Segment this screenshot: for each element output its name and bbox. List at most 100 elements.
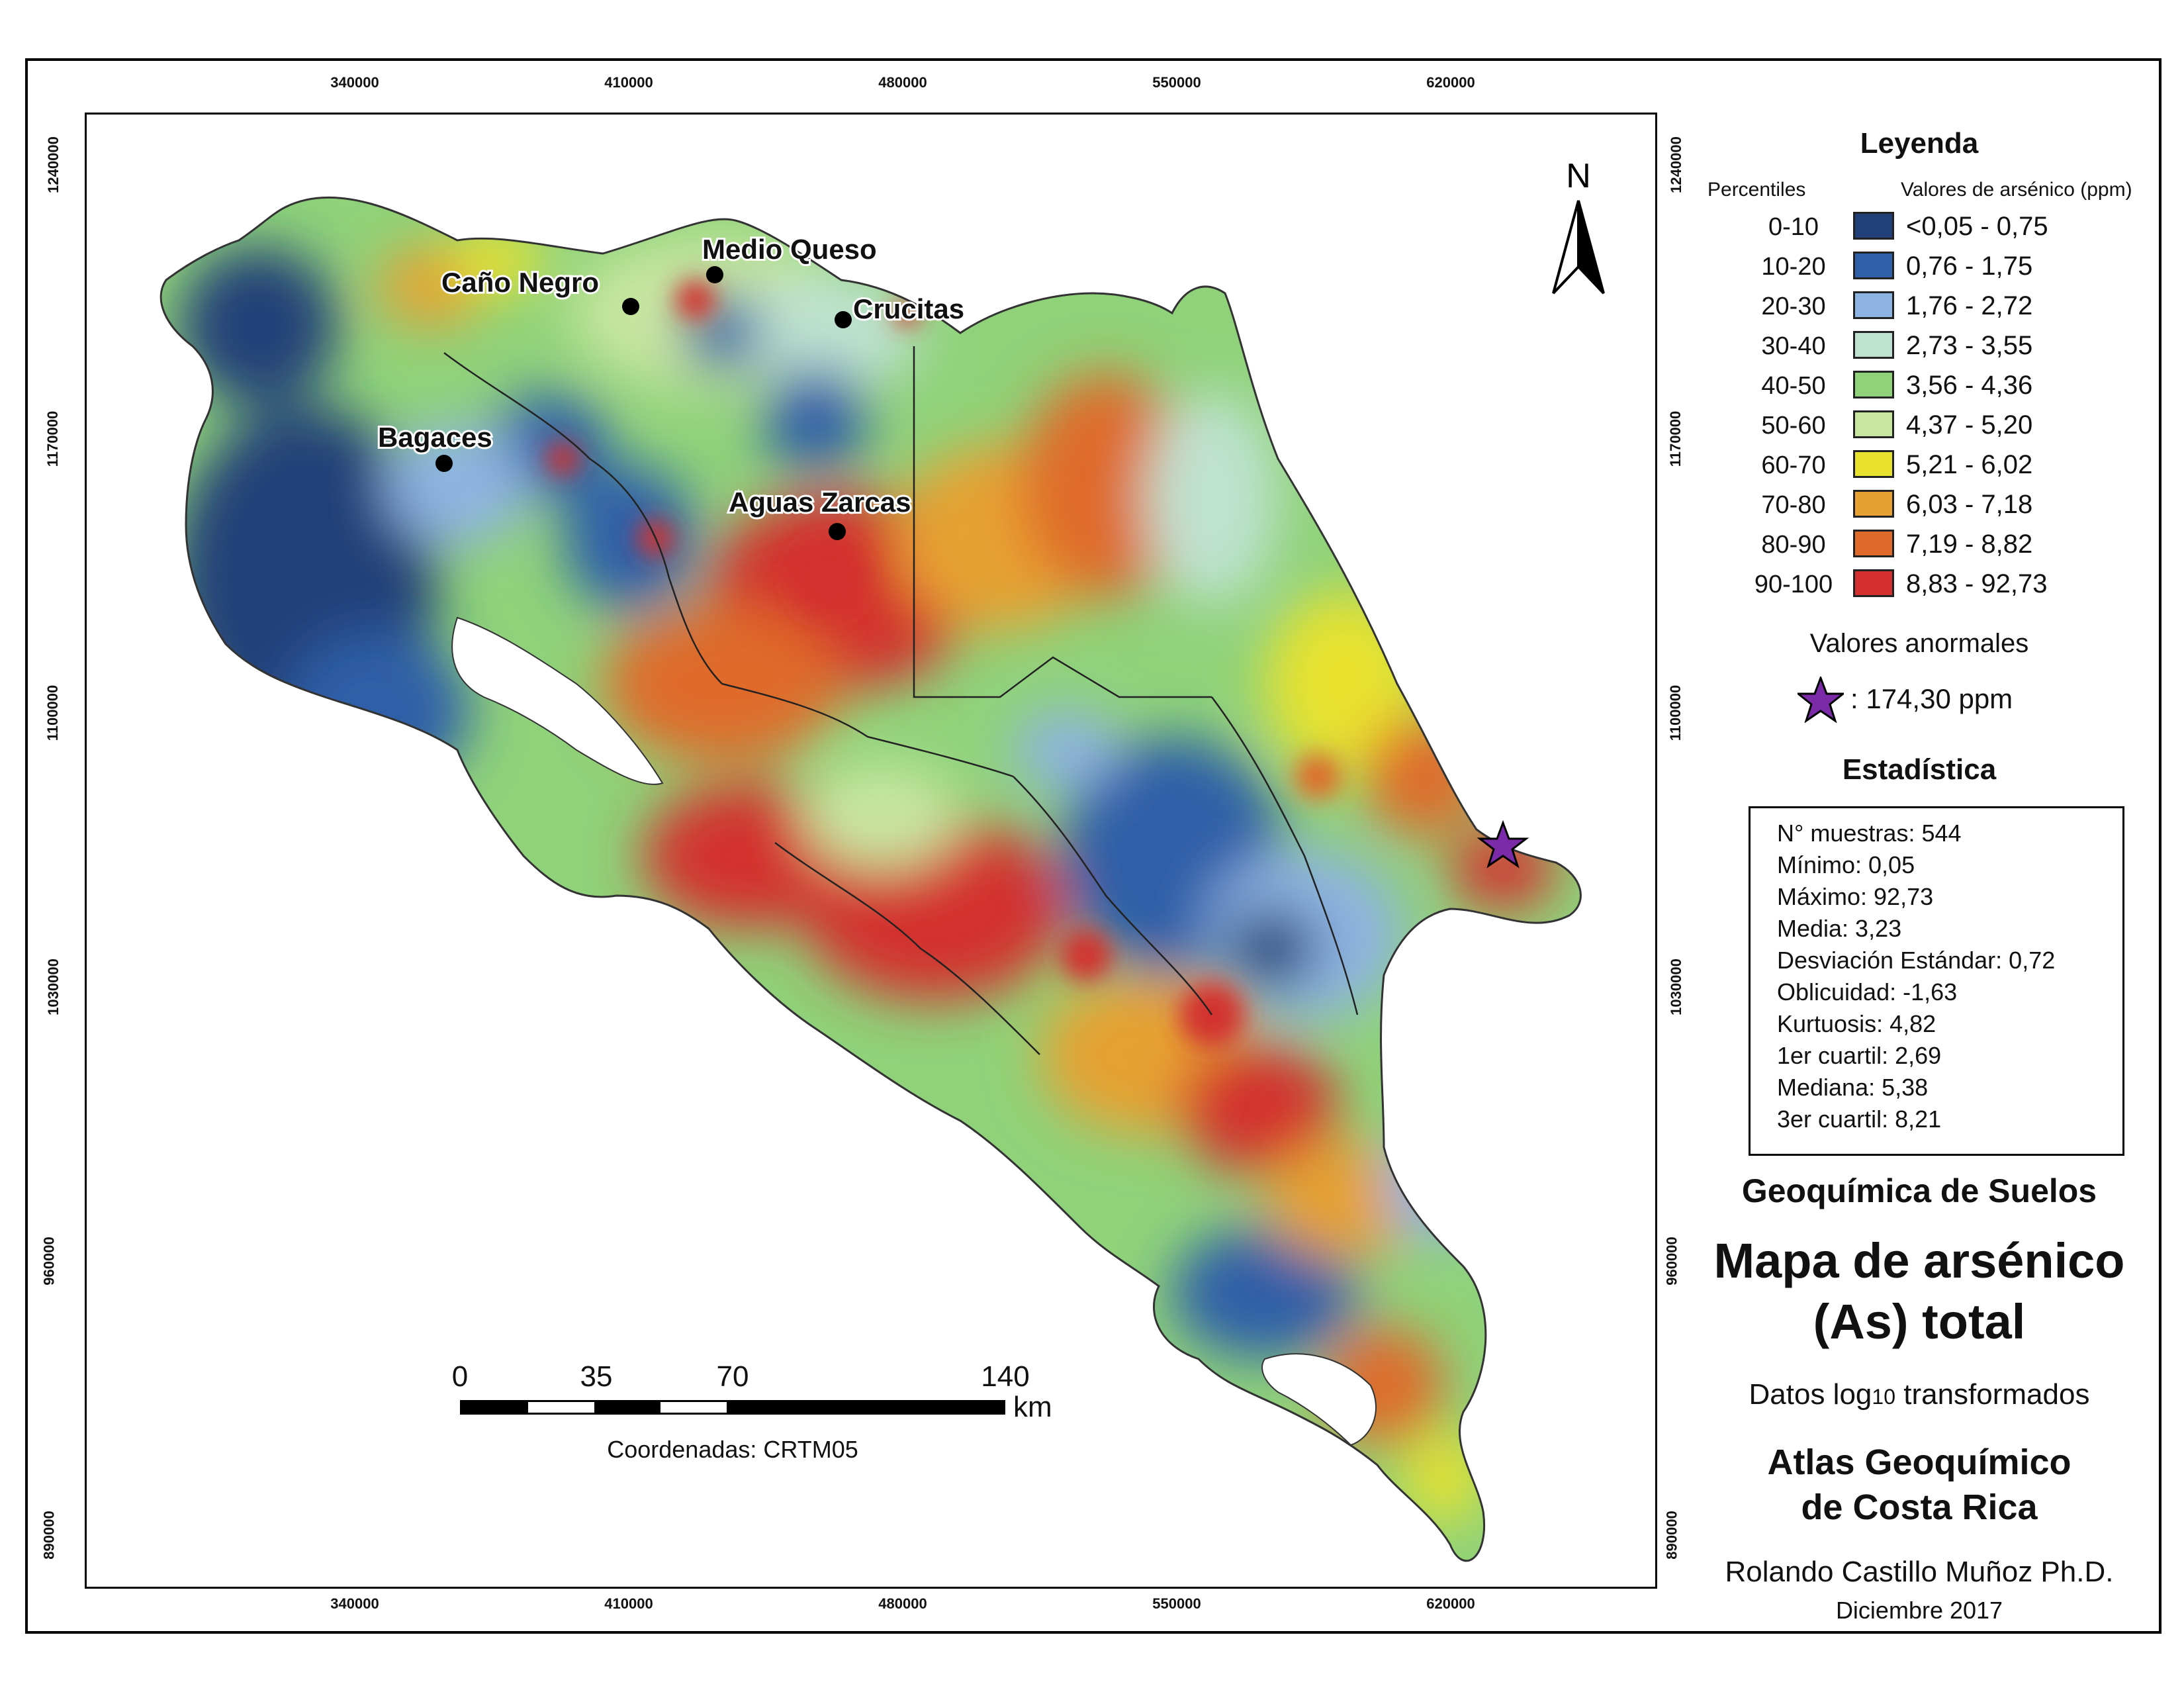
anomaly-star xyxy=(1477,820,1529,868)
legend-percentile: 0-10 xyxy=(1768,213,1819,241)
north-arrow-icon: N xyxy=(1552,157,1605,295)
place-marker-bagaces xyxy=(435,455,453,472)
legend-class: 80-90 7,19 - 8,82 xyxy=(1668,527,2171,561)
province-boundaries xyxy=(443,346,1359,1055)
legend-swatch xyxy=(1853,291,1894,319)
stat-line: Mediana: 5,38 xyxy=(1777,1074,1929,1101)
y-tick-left: 1030000 xyxy=(44,959,62,1015)
legend-percentile: 40-50 xyxy=(1761,372,1826,400)
north-label: N xyxy=(1566,157,1591,195)
legend-range: 3,56 - 4,36 xyxy=(1906,371,2033,400)
legend-swatch xyxy=(1853,212,1894,240)
place-label: Crucitas xyxy=(853,293,964,324)
stat-line: Desviación Estándar: 0,72 xyxy=(1777,947,2056,974)
atlas-line2: de Costa Rica xyxy=(1801,1487,2038,1527)
map-svg: Caño Negro Medio Queso Crucitas Bagaces … xyxy=(159,157,1605,1562)
y-tick-left: 1240000 xyxy=(44,136,62,193)
legend-class: 50-60 4,37 - 5,20 xyxy=(1668,408,2171,442)
anomalous-title: Valores anormales xyxy=(1809,629,2029,658)
scale-unit: km xyxy=(1013,1391,1052,1423)
x-tick-bottom: 480000 xyxy=(878,1595,927,1612)
legend-range: 7,19 - 8,82 xyxy=(1906,530,2033,559)
stat-line: 3er cuartil: 8,21 xyxy=(1777,1105,1942,1133)
legend-range: 0,76 - 1,75 xyxy=(1906,252,2033,281)
map-canvas: Caño Negro Medio Queso Crucitas Bagaces … xyxy=(85,113,1657,1589)
x-tick-top: 620000 xyxy=(1426,74,1475,91)
date: Diciembre 2017 xyxy=(1835,1597,2003,1624)
legend-swatch xyxy=(1853,252,1894,279)
legend-title: Leyenda xyxy=(1860,127,1979,160)
legend-range: 1,76 - 2,72 xyxy=(1906,291,2033,320)
legend-range: 4,37 - 5,20 xyxy=(1906,410,2033,440)
coordinates-label: Coordenadas: CRTM05 xyxy=(607,1436,858,1463)
legend-swatch xyxy=(1853,331,1894,359)
gulf-of-nicoya xyxy=(451,616,664,785)
x-tick-bottom: 340000 xyxy=(330,1595,379,1612)
legend-range: 2,73 - 3,55 xyxy=(1906,331,2033,360)
scale-label: 35 xyxy=(580,1360,613,1393)
place-marker-crucitas xyxy=(835,311,852,328)
legend-range: 5,21 - 6,02 xyxy=(1906,450,2033,479)
legend-swatch xyxy=(1853,530,1894,557)
legend-swatch xyxy=(1853,410,1894,438)
atlas-line1: Atlas Geoquímico xyxy=(1767,1442,2071,1482)
legend-percentile: 10-20 xyxy=(1761,253,1826,281)
place-marker-cano-negro xyxy=(622,298,639,315)
stat-line: Media: 3,23 xyxy=(1777,915,1902,942)
stat-line: Kurtuosis: 4,82 xyxy=(1777,1010,1936,1037)
legend-class: 90-100 8,83 - 92,73 xyxy=(1668,567,2171,601)
subtitle: Geoquímica de Suelos xyxy=(1741,1172,2097,1209)
legend-percentile: 80-90 xyxy=(1761,531,1826,559)
scale-label: 70 xyxy=(716,1360,749,1393)
legend-percentile: 20-30 xyxy=(1761,293,1826,320)
y-tick-left: 960000 xyxy=(40,1237,58,1286)
legend-percentile: 70-80 xyxy=(1761,491,1826,519)
map-title-line1: Mapa de arsénico xyxy=(1713,1233,2125,1288)
legend-range: 6,03 - 7,18 xyxy=(1906,490,2033,519)
data-note-sub: 10 xyxy=(1872,1385,1895,1409)
golfo-dulce xyxy=(1261,1353,1377,1446)
data-note-prefix: Datos log xyxy=(1749,1378,1872,1411)
x-tick-top: 550000 xyxy=(1152,74,1201,91)
legend-percentile: 30-40 xyxy=(1761,332,1826,360)
legend-swatch xyxy=(1853,490,1894,518)
place-marker-aguas-zarcas xyxy=(829,523,846,540)
place-labels: Caño Negro Medio Queso Crucitas Bagaces … xyxy=(376,232,966,520)
legend-swatch xyxy=(1853,569,1894,597)
y-tick-left: 1170000 xyxy=(44,410,62,467)
country-outline xyxy=(159,196,1582,1562)
stat-line: Mínimo: 0,05 xyxy=(1777,851,1915,878)
scale-label: 140 xyxy=(981,1360,1030,1393)
legend-class: 40-50 3,56 - 4,36 xyxy=(1668,368,2171,402)
stat-line: Máximo: 92,73 xyxy=(1777,883,1934,910)
place-label: Aguas Zarcas xyxy=(729,487,911,518)
legend-class: 70-80 6,03 - 7,18 xyxy=(1668,487,2171,522)
stats-title: Estadística xyxy=(1842,753,1997,786)
scale-label: 0 xyxy=(451,1360,469,1393)
legend-class: 10-20 0,76 - 1,75 xyxy=(1668,249,2171,283)
legend-range: <0,05 - 0,75 xyxy=(1906,212,2048,241)
data-note: Datos log10 transformados xyxy=(1694,1378,2144,1411)
anomaly-star-icon xyxy=(1797,677,1844,723)
scale-bar-body xyxy=(460,1400,1005,1415)
legend-percentile: 90-100 xyxy=(1754,571,1833,598)
statistics-box: N° muestras: 544 Mínimo: 0,05 Máximo: 92… xyxy=(1749,806,2124,1156)
x-tick-top: 340000 xyxy=(330,74,379,91)
legend-range: 8,83 - 92,73 xyxy=(1906,569,2048,598)
anomalous-value: : 174,30 ppm xyxy=(1850,683,2013,714)
legend-class: 30-40 2,73 - 3,55 xyxy=(1668,328,2171,363)
legend-col-values: Valores de arsénico (ppm) xyxy=(1901,179,2132,201)
legend-class: 20-30 1,76 - 2,72 xyxy=(1668,289,2171,323)
x-tick-top: 480000 xyxy=(878,74,927,91)
x-tick-top: 410000 xyxy=(604,74,653,91)
legend-swatch xyxy=(1853,371,1894,399)
arsenic-surface xyxy=(161,197,1581,1561)
y-tick-left: 1100000 xyxy=(44,684,62,741)
legend-percentile: 60-70 xyxy=(1761,451,1826,479)
place-markers xyxy=(435,266,852,540)
map-frame xyxy=(25,58,2161,1634)
legend-panel: Leyenda Percentiles Valores de arsénico … xyxy=(1668,113,2171,1589)
place-label: Caño Negro xyxy=(441,267,599,298)
map-title-line2: (As) total xyxy=(1813,1294,2026,1349)
legend-col-percentiles: Percentiles xyxy=(1707,179,1806,201)
